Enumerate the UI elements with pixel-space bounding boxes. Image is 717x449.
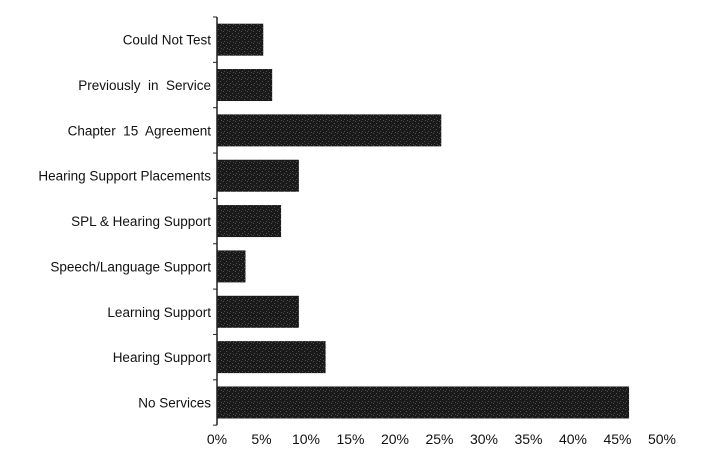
x-tick-label: 20% (381, 431, 409, 447)
bar (217, 69, 273, 102)
x-tick-label: 45% (603, 431, 631, 447)
bar (217, 295, 299, 328)
category-label: Learning Support (107, 305, 211, 320)
category-label: Speech/Language Support (50, 259, 211, 274)
category-label: Hearing Support (113, 350, 212, 365)
bar (217, 114, 442, 147)
category-label: Previously in Service (78, 78, 211, 93)
bar (217, 341, 326, 374)
category-label: Chapter 15 Agreement (68, 123, 212, 138)
x-tick-label: 40% (559, 431, 587, 447)
y-axis-ticks (213, 16, 217, 426)
x-tick-label: 35% (514, 431, 542, 447)
bar (217, 386, 630, 419)
x-tick-label: 5% (251, 431, 271, 447)
category-label: Could Not Test (123, 33, 212, 48)
bar (217, 159, 299, 192)
bar (217, 250, 246, 283)
x-tick-label: 10% (292, 431, 320, 447)
category-label: SPL & Hearing Support (71, 214, 211, 229)
bar (217, 23, 264, 56)
category-label: Hearing Support Placements (38, 169, 211, 184)
x-tick-labels: 0% 5% 10% 15% 20% 25% 30% 35% 40% 45% 50% (207, 431, 676, 447)
x-tick-label: 0% (207, 431, 227, 447)
bars-group (217, 23, 630, 419)
x-tick-label: 30% (470, 431, 498, 447)
category-label: No Services (138, 395, 211, 410)
x-tick-label: 50% (648, 431, 676, 447)
bar (217, 205, 282, 238)
category-labels: Could Not Test Previously in Service Chapt… (38, 33, 211, 411)
x-tick-label: 25% (425, 431, 453, 447)
x-tick-label: 15% (336, 431, 364, 447)
